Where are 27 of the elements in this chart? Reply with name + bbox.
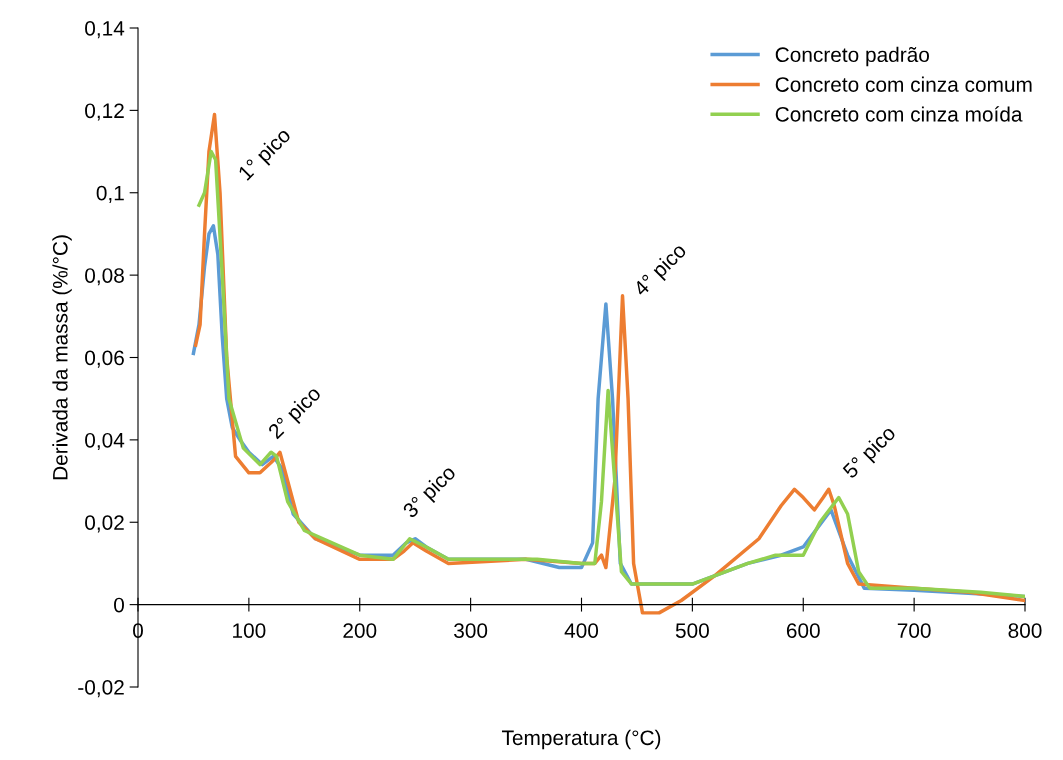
- legend-label: Concreto com cinza moída: [775, 106, 1023, 122]
- y-tick-label: 0: [114, 597, 124, 613]
- x-tick-label: 100: [233, 623, 266, 638]
- x-tick-label: 400: [564, 623, 599, 638]
- y-tick-label: 0,12: [85, 103, 124, 121]
- x-tick-label: 700: [897, 623, 931, 638]
- y-axis-title: Derivada da massa (%/°C): [52, 235, 72, 480]
- y-tick-label: 0,02: [85, 515, 124, 533]
- x-tick-label: 800: [1008, 623, 1042, 638]
- y-tick-label: 0,04: [85, 432, 125, 451]
- annotation: 3° pico: [401, 463, 460, 522]
- y-tick-label: -0,02: [78, 680, 124, 698]
- x-tick-label: 600: [786, 623, 820, 638]
- x-tick-label: 300: [454, 623, 488, 638]
- annotation: 2° pico: [266, 384, 325, 443]
- legend-label: Concreto padrão: [775, 46, 929, 67]
- x-tick-label: 500: [675, 623, 709, 638]
- x-axis-title: Temperatura (°C): [501, 729, 661, 750]
- x-tick-label: 200: [343, 623, 377, 638]
- annotation: 4° pico: [631, 241, 690, 300]
- legend-label: Concreto com cinza comum: [775, 76, 1032, 92]
- y-tick-label: 0,06: [85, 350, 124, 368]
- annotation: 1° pico: [237, 126, 295, 184]
- y-tick-label: 0,14: [85, 21, 125, 39]
- y-tick-label: 0,1: [96, 185, 124, 203]
- y-tick-label: 0,08: [85, 268, 124, 286]
- annotation: 5° pico: [841, 424, 900, 483]
